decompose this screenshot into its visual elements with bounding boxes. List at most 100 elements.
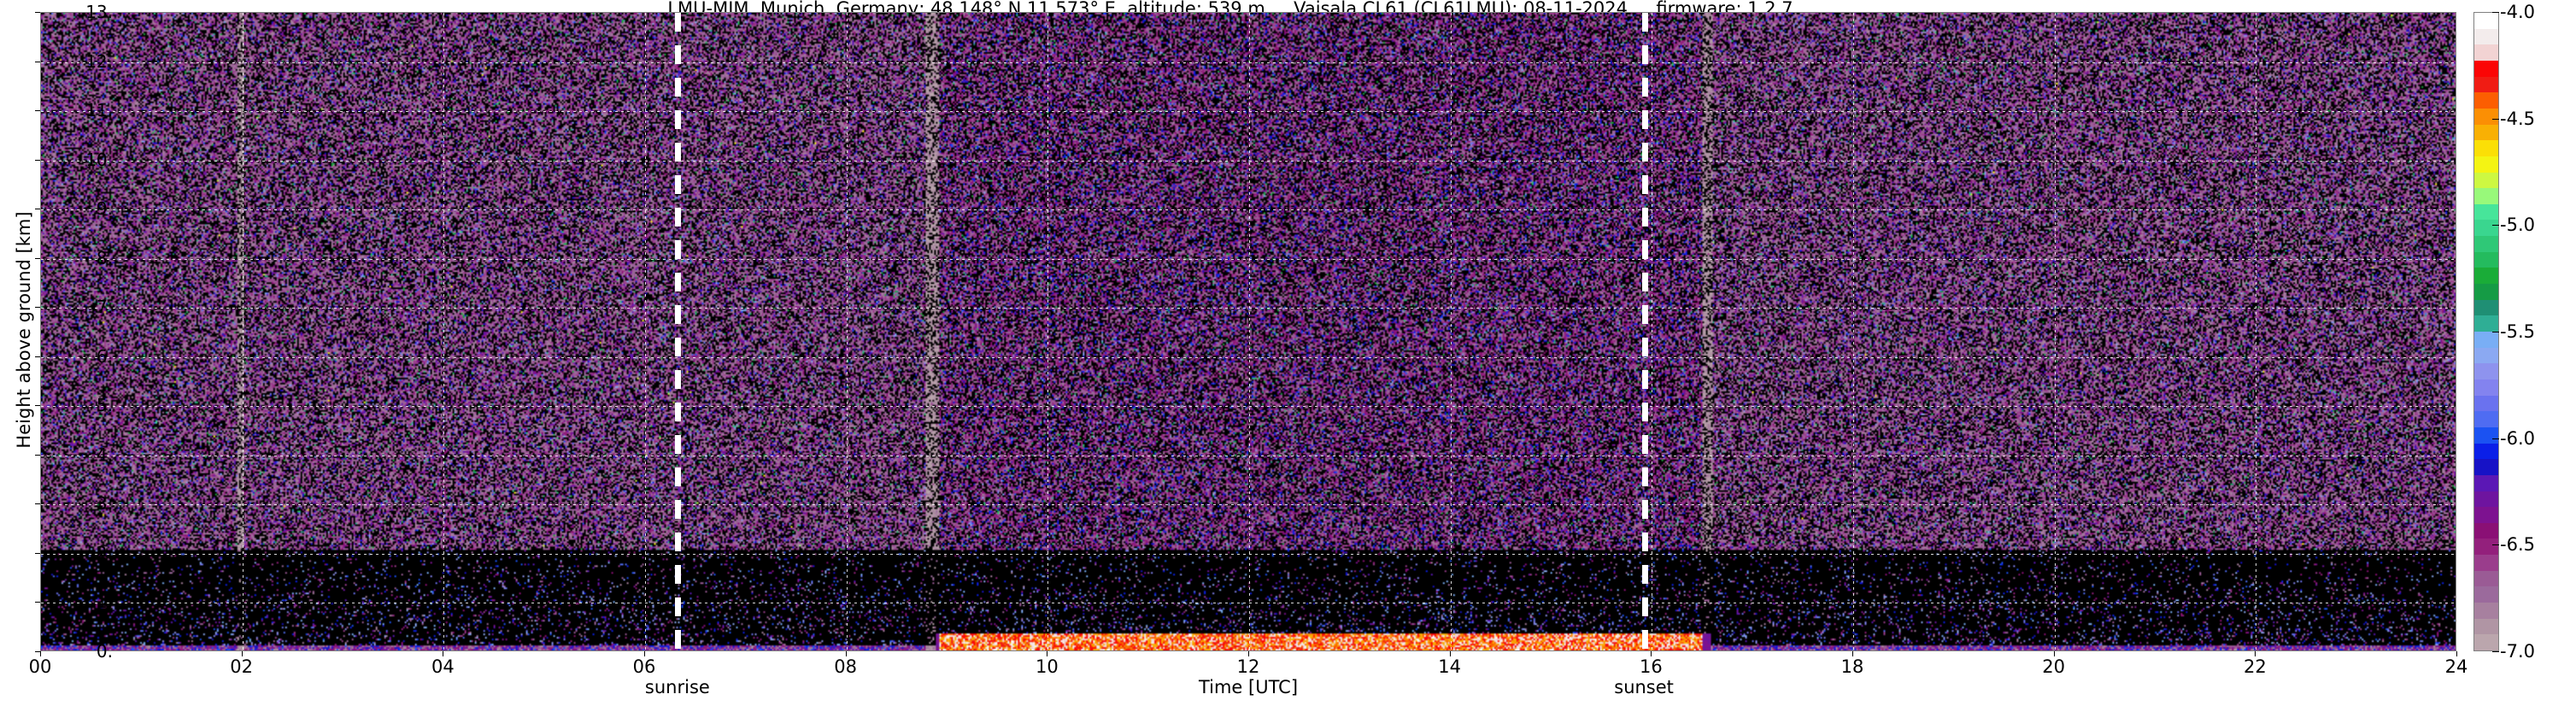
gridline-horizontal (41, 258, 2456, 260)
x-tick-mark (644, 651, 645, 656)
colorbar-segment (2474, 251, 2498, 269)
y-tick-mark (35, 405, 40, 407)
x-tick-mark (40, 651, 41, 656)
gridline-vertical (846, 13, 848, 650)
colorbar-segment (2474, 538, 2498, 556)
colorbar-segment (2474, 395, 2498, 413)
y-tick-label: 1. (96, 591, 113, 613)
gridline-horizontal (41, 553, 2456, 555)
y-tick-mark (35, 552, 40, 554)
colorbar-segment (2474, 220, 2498, 237)
y-tick-label: 10. (85, 149, 113, 170)
x-axis-label: Time [UTC] (1198, 677, 1299, 697)
y-tick-mark (35, 159, 40, 161)
x-tick-mark (2255, 651, 2256, 656)
gridline-horizontal (41, 406, 2456, 408)
y-tick-mark (35, 602, 40, 603)
x-tick-label: 06 (632, 656, 656, 677)
colorbar-tick-mark (2492, 651, 2499, 652)
colorbar-segment (2474, 522, 2498, 540)
colorbar-segment (2474, 634, 2498, 650)
x-tick-label: 08 (834, 656, 858, 677)
gridline-vertical (1249, 13, 1250, 650)
colorbar-segment (2474, 491, 2498, 509)
y-tick-label: 11. (85, 100, 113, 121)
x-tick-mark (1248, 651, 1249, 656)
y-axis-label: Height above ground [km] (14, 211, 34, 449)
colorbar-segment (2474, 188, 2498, 205)
colorbar-segment (2474, 203, 2498, 221)
colorbar-segment (2474, 363, 2498, 380)
x-tick-label: 14 (1438, 656, 1462, 677)
colorbar-segment (2474, 555, 2498, 572)
sun-event-label-sunset: sunset (1614, 677, 1674, 697)
gridline-horizontal (41, 308, 2456, 309)
colorbar-segment (2474, 92, 2498, 109)
gridline-vertical (1853, 13, 1854, 650)
colorbar-segment (2474, 268, 2498, 285)
x-tick-label: 02 (230, 656, 254, 677)
y-tick-mark (35, 503, 40, 505)
x-tick-label: 04 (431, 656, 455, 677)
colorbar-tick-label: -6.0 (2500, 427, 2535, 449)
y-tick-label: 9. (96, 198, 113, 220)
x-tick-label: 20 (2042, 656, 2066, 677)
colorbar-segment (2474, 76, 2498, 94)
y-tick-label: 2. (96, 542, 113, 563)
colorbar-tick-label: -4.5 (2500, 108, 2535, 129)
gridline-horizontal (41, 356, 2456, 358)
colorbar-segment (2474, 156, 2498, 174)
gridline-horizontal (41, 160, 2456, 162)
gridline-horizontal (41, 209, 2456, 211)
colorbar-segment (2474, 299, 2498, 317)
y-tick-label: 0. (96, 641, 113, 662)
colorbar-segment (2474, 570, 2498, 588)
colorbar-tick-mark (2492, 544, 2499, 546)
y-tick-mark (35, 454, 40, 456)
colorbar-segment (2474, 332, 2498, 349)
y-tick-label: 7. (96, 297, 113, 318)
colorbar-segment (2474, 108, 2498, 126)
x-tick-mark (1852, 651, 1853, 656)
x-tick-mark (2053, 651, 2055, 656)
gridline-vertical (1450, 13, 1452, 650)
colorbar-tick-label: -5.0 (2500, 215, 2535, 236)
colorbar-segment (2474, 315, 2498, 332)
colorbar-tick-label: -7.0 (2500, 641, 2535, 662)
gridline-vertical (443, 13, 445, 650)
gridline-vertical (242, 13, 244, 650)
x-tick-mark (1449, 651, 1451, 656)
colorbar-segment (2474, 236, 2498, 253)
x-tick-mark (2456, 651, 2457, 656)
colorbar (2473, 12, 2499, 651)
y-tick-mark (35, 12, 40, 13)
x-tick-label: 24 (2444, 656, 2468, 677)
colorbar-segment (2474, 13, 2498, 30)
y-tick-label: 5. (96, 395, 113, 416)
gridline-vertical (645, 13, 646, 650)
x-tick-label: 00 (28, 656, 52, 677)
x-tick-mark (845, 651, 847, 656)
colorbar-segment (2474, 459, 2498, 476)
colorbar-segment (2474, 427, 2498, 444)
y-tick-label: 4. (96, 444, 113, 465)
colorbar-tick-label: -6.5 (2500, 534, 2535, 556)
y-tick-mark (35, 307, 40, 309)
colorbar-segment (2474, 474, 2498, 492)
x-tick-label: 18 (1840, 656, 1864, 677)
colorbar-segment (2474, 586, 2498, 603)
colorbar-tick-mark (2492, 225, 2499, 227)
colorbar-segment (2474, 28, 2498, 46)
y-tick-mark (35, 651, 40, 652)
x-tick-label: 10 (1035, 656, 1059, 677)
y-tick-label: 12. (85, 50, 113, 72)
colorbar-segment (2474, 44, 2498, 62)
sun-event-line-sunset (1641, 13, 1648, 650)
y-tick-mark (35, 110, 40, 112)
colorbar-segment (2474, 411, 2498, 428)
sun-event-label-sunrise: sunrise (644, 677, 710, 697)
y-tick-mark (35, 257, 40, 259)
y-tick-mark (35, 356, 40, 357)
x-tick-label: 12 (1236, 656, 1260, 677)
y-tick-label: 6. (96, 345, 113, 367)
